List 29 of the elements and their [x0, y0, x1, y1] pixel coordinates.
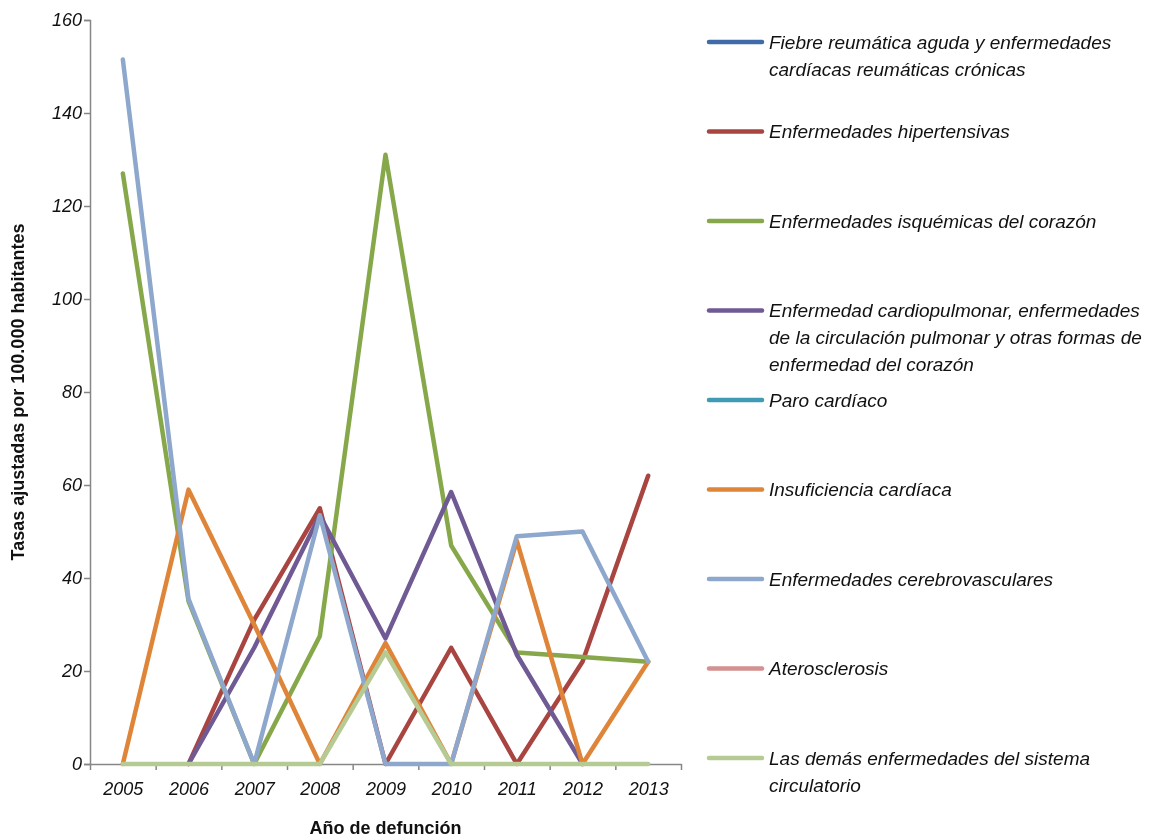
y-tick-label: 120 — [51, 196, 82, 217]
x-tick-label: 2011 — [496, 778, 537, 799]
legend-label: Enfermedades hipertensivas — [769, 121, 1011, 143]
y-tick-label: 140 — [51, 103, 82, 124]
y-tick-label: 100 — [51, 289, 82, 310]
x-tick-label: 2012 — [561, 778, 604, 799]
y-tick-label: 40 — [61, 568, 82, 589]
x-tick-label: 2013 — [627, 778, 669, 799]
legend-label: Fiebre reumática aguda y enfermedades cardíacas reumáticas crónicas — [769, 31, 1112, 80]
legend-label: Las demás enfermedades del sistema circulatorio — [769, 747, 1091, 796]
x-axis-title: Año de defunción — [309, 818, 462, 838]
legend-label: Insuficiencia cardíaca — [769, 479, 952, 501]
legend-label: Enfermedad cardiopulmonar, enfermedades de la circulación pulmonar y otras formas de enfermedad del corazón — [769, 300, 1142, 376]
x-tick-label: 2007 — [233, 778, 276, 799]
legend-label: Enfermedades cerebrovasculares — [769, 568, 1054, 590]
y-axis-title: Tasas ajustadas por 100.000 habitantes — [8, 223, 28, 561]
x-tick-label: 2010 — [430, 778, 472, 799]
y-tick-label: 20 — [60, 661, 82, 682]
legend-label: Aterosclerosis — [768, 658, 889, 680]
x-tick-label: 2009 — [364, 778, 407, 799]
y-tick-label: 60 — [61, 475, 82, 496]
y-tick-label: 0 — [71, 754, 82, 775]
y-tick-label: 160 — [51, 10, 82, 31]
x-tick-label: 2006 — [167, 778, 211, 799]
x-tick-label: 2008 — [299, 778, 341, 799]
y-tick-label: 80 — [61, 382, 82, 403]
legend-label: Enfermedades isquémicas del corazón — [769, 210, 1097, 232]
x-tick-label: 2005 — [102, 778, 145, 799]
legend-label: Paro cardíaco — [769, 389, 888, 411]
